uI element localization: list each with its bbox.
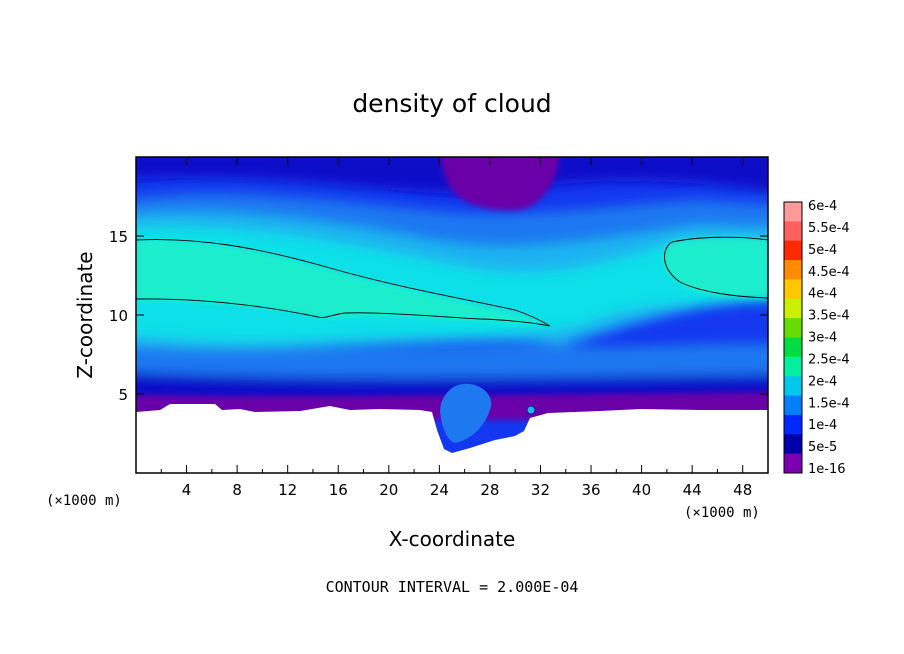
colorbar-swatch	[784, 414, 802, 435]
x-tick-label: 8	[232, 481, 242, 499]
band-mid-blue-lower	[136, 343, 768, 385]
x-tick-label: 20	[379, 481, 398, 499]
colorbar-label: 5e-5	[808, 440, 837, 455]
colorbar-swatch	[784, 240, 802, 261]
colorbar-swatch	[784, 453, 802, 474]
colorbar-label: 4.5e-4	[808, 265, 850, 280]
colorbar-frame	[783, 201, 803, 474]
x-tick-label: 48	[733, 481, 752, 499]
colorbar-swatch	[784, 434, 802, 455]
colorbar-label: 5e-4	[808, 243, 837, 258]
x-axis-ticks: 4 8 12 16 20 24 28 32 36 40 44 48	[160, 157, 752, 499]
y-tick-label: 5	[118, 386, 128, 404]
colorbar-swatch	[784, 376, 802, 397]
y-axis-unit: (×1000 m)	[46, 493, 122, 509]
colorbar-swatch	[784, 395, 802, 416]
x-tick-label: 36	[581, 481, 600, 499]
x-tick-label: 4	[182, 481, 192, 499]
upper-purple-cell	[440, 157, 560, 211]
colorbar-label: 3.5e-4	[808, 309, 850, 324]
chart-title: density of cloud	[352, 89, 551, 118]
colorbar-label: 4e-4	[808, 287, 837, 302]
colorbar-swatch	[784, 202, 802, 222]
x-axis-unit: (×1000 m)	[684, 505, 760, 521]
contour-lines	[136, 236, 768, 327]
colorbar-label: 2e-4	[808, 374, 837, 389]
y-tick-label: 10	[109, 307, 128, 325]
colorbar-swatch	[784, 221, 802, 242]
aqua-region-left	[136, 239, 550, 325]
valley-cloud-blob	[440, 383, 492, 443]
aqua-region-right	[663, 237, 768, 298]
colorbar-swatch	[784, 337, 802, 358]
colorbar-swatch	[784, 298, 802, 319]
y-tick-label: 15	[109, 228, 128, 246]
cloud-density-field	[136, 157, 768, 473]
colorbar-swatch	[784, 356, 802, 377]
x-tick-label: 40	[632, 481, 651, 499]
x-tick-label: 12	[278, 481, 297, 499]
x-tick-label: 24	[430, 481, 449, 499]
colorbar-swatch	[784, 318, 802, 338]
colorbar-label: 3e-4	[808, 331, 837, 346]
colorbar-swatch	[784, 279, 802, 300]
colorbar: 6e-4 5.5e-4 5e-4 4.5e-4 4e-4 3.5e-4 3e-4 2.5e-4…	[783, 199, 850, 477]
colorbar-label: 1e-4	[808, 418, 837, 433]
contour-line-left	[136, 239, 551, 327]
y-axis-ticks: 5 10 15	[109, 228, 768, 404]
x-axis-label: X-coordinate	[389, 527, 516, 551]
y-axis-label: Z-coordinate	[73, 251, 97, 378]
contour-interval-note: CONTOUR INTERVAL = 2.000E-04	[326, 578, 579, 596]
x-tick-label: 32	[531, 481, 550, 499]
storm-cell-marker	[526, 405, 536, 415]
colorbar-label: 5.5e-4	[808, 221, 850, 236]
x-tick-label: 16	[329, 481, 348, 499]
contour-line-right	[664, 236, 768, 299]
colorbar-label: 1.5e-4	[808, 396, 850, 411]
band-cyan-core	[136, 226, 768, 343]
x-tick-label: 28	[480, 481, 499, 499]
colorbar-label: 6e-4	[808, 199, 837, 214]
colorbar-label: 2.5e-4	[808, 352, 850, 367]
colorbar-swatch	[784, 260, 802, 280]
x-tick-label: 44	[683, 481, 702, 499]
colorbar-label: 1e-16	[808, 462, 846, 477]
terrain-mask	[136, 404, 768, 473]
